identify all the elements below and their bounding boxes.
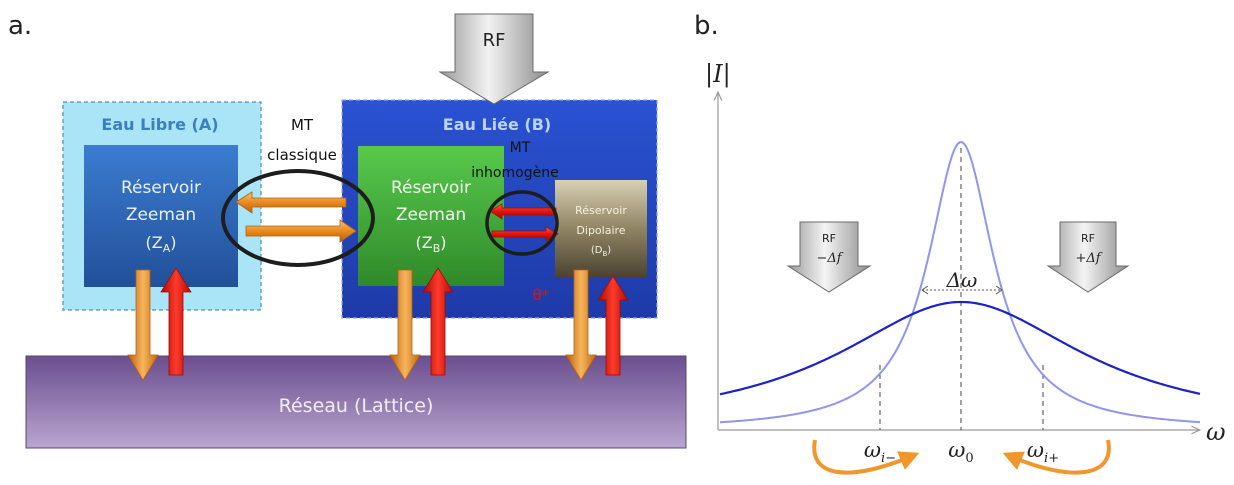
bound-water-title: Eau Liée (B): [443, 115, 551, 134]
zeeman-a-symbol: (ZA): [146, 233, 177, 255]
dipolar-down-arrow: [565, 269, 597, 381]
panel-a-label: a.: [8, 11, 32, 41]
zeeman-b-symbol: (ZB): [416, 233, 447, 255]
dipolar-up-arrow: [597, 275, 629, 376]
zeeman-a-line1: Réservoir: [121, 178, 201, 198]
rf-minus-arrow: RF −Δf: [786, 221, 872, 293]
zeeman-a-box: [84, 145, 238, 287]
delta-omega-label: Δω: [946, 268, 978, 292]
zeeman-b-box: [358, 146, 504, 286]
mt-classic-arrows: [235, 191, 357, 243]
zeeman-a-down-arrow: [127, 269, 159, 381]
zeeman-b-line2: Zeeman: [396, 205, 466, 225]
dipolar-line2: Dipolaire: [576, 224, 625, 237]
rf-plus-arrow: RF +Δf: [1046, 221, 1130, 293]
mt-classic-label-1: MT: [291, 116, 314, 134]
free-water-title: Eau Libre (A): [101, 115, 218, 134]
rf-plus-label: RF: [1081, 232, 1095, 245]
theta-label: θ*: [533, 286, 550, 304]
orange-curved-arrow-right: [1002, 439, 1111, 475]
rf-minus-sub: −Δf: [816, 251, 843, 266]
broad-lorentzian-curve: [719, 300, 1201, 396]
bound-water-relaxation-arrows: [389, 267, 454, 381]
mt-classic-ellipse: [221, 169, 375, 267]
tick-omega-0: ω0: [948, 438, 973, 466]
mt-classic-label-2: classique: [267, 146, 337, 164]
mt-inhomo-label-2: inhomogène: [471, 165, 558, 181]
zeeman-a-up-arrow: [160, 267, 192, 376]
dipolar-relaxation-arrows: [565, 269, 629, 381]
dipolar-line1: Réservoir: [575, 204, 627, 217]
tick-omega-i-plus: ωi+: [1027, 438, 1059, 466]
free-water-relaxation-arrows: [127, 267, 192, 381]
delta-omega-marker: Δω: [921, 268, 1003, 295]
y-axis-label: |I|: [705, 60, 731, 89]
zeeman-b-up-arrow: [422, 267, 454, 376]
zeeman-b-down-arrow: [389, 269, 421, 381]
zeeman-a-line2: Zeeman: [126, 205, 196, 225]
dipolar-symbol: (DB): [591, 245, 611, 258]
rf-input-arrow: RF: [438, 13, 550, 105]
dipolar-box: [555, 180, 647, 278]
orange-curved-arrow-left: [812, 439, 920, 475]
zeeman-b-line1: Réservoir: [391, 178, 471, 198]
mt-inhomo-ellipse: [485, 190, 559, 256]
panel-b-label: b.: [694, 11, 719, 41]
lattice-label: Réseau (Lattice): [279, 395, 434, 417]
rf-minus-label: RF: [822, 232, 836, 245]
rf-input-label: RF: [483, 30, 506, 51]
x-axis-label: ω: [1206, 418, 1226, 446]
narrow-lorentzian-curve: [719, 141, 1201, 424]
mt-inhomo-label-1: MT: [510, 140, 531, 156]
rf-plus-sub: +Δf: [1075, 251, 1102, 266]
